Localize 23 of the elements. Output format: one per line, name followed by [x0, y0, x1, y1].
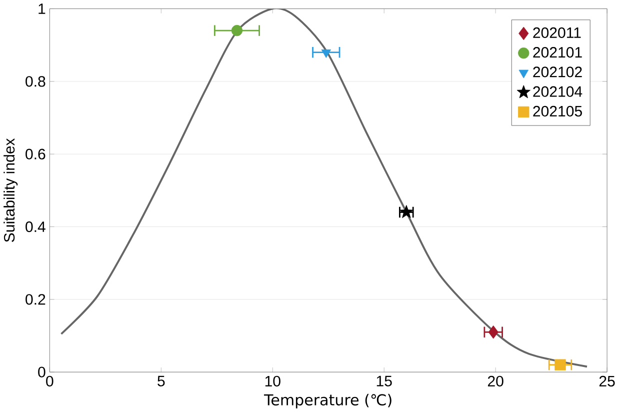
y-axis-title: Suitability index [4, 138, 18, 242]
x-tick-label: 20 [488, 376, 504, 387]
point [554, 359, 566, 370]
y-tick-label: 1 [38, 4, 46, 14]
point [321, 49, 331, 58]
legend-label: 202101 [533, 47, 582, 58]
y-tick-label: 0.8 [26, 76, 46, 87]
x-tick-label: 15 [376, 376, 392, 386]
y-tick-label: 0.6 [26, 148, 46, 160]
x-axis-title: Temperature (℃) [264, 394, 392, 408]
legend-label: 202104 [533, 86, 582, 97]
x-tick-label: 25 [599, 376, 615, 387]
legend-label: 202011 [533, 27, 581, 38]
x-tick-label: 10 [265, 376, 280, 387]
x-tick-label: 5 [158, 376, 165, 386]
y-tick-label: 0 [38, 366, 46, 378]
legend-label: 202102 [533, 66, 582, 78]
point [488, 325, 498, 339]
y-tick-label: 0.4 [26, 221, 46, 232]
legend-label: 202105 [533, 106, 582, 117]
y-tick-label: 0.2 [26, 294, 46, 305]
point [231, 24, 243, 36]
x-tick-label: 0 [46, 376, 54, 387]
